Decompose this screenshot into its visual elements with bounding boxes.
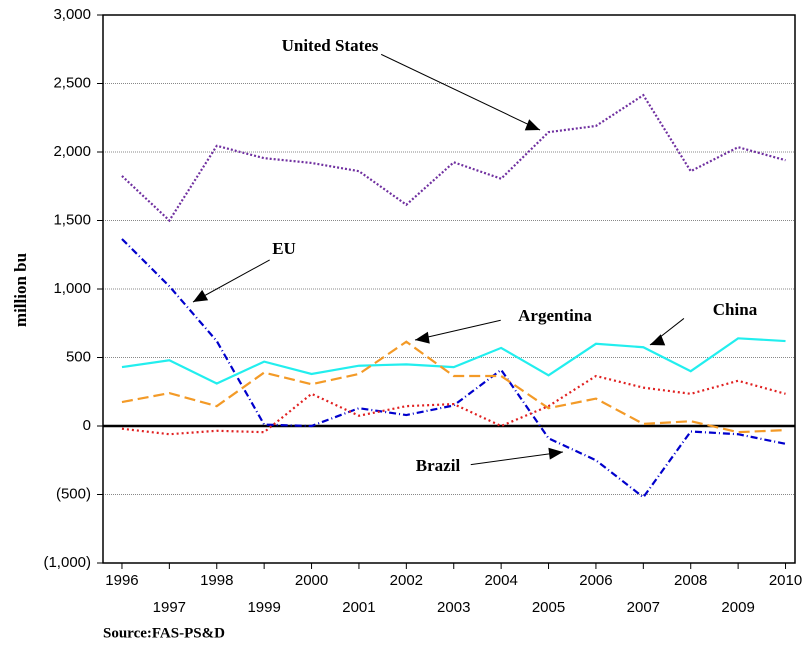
arrow-head <box>650 334 666 346</box>
x-tick-label: 2003 <box>437 599 470 616</box>
arrow-head <box>548 447 563 460</box>
plot-frame <box>102 14 796 564</box>
series-line <box>121 238 786 499</box>
y-tick-label: 1,000 <box>53 280 91 297</box>
x-tick-label: 1999 <box>247 599 280 616</box>
arrow-head <box>524 119 540 131</box>
annotation-arrow <box>192 259 270 303</box>
x-tick-label: 2000 <box>295 572 328 589</box>
series-line <box>121 374 786 436</box>
y-tick-label: 2,500 <box>53 74 91 91</box>
x-tick-label: 1998 <box>200 572 233 589</box>
series-label: Brazil <box>416 456 461 475</box>
annotation-arrow <box>380 53 541 131</box>
x-tick-label: 2001 <box>342 599 375 616</box>
x-tick-label: 2002 <box>390 572 423 589</box>
x-tick-label: 2008 <box>674 572 707 589</box>
annotation-arrow <box>414 319 501 341</box>
series-line <box>121 340 786 434</box>
x-tick-label: 2004 <box>484 572 517 589</box>
x-tick-label: 1996 <box>105 572 138 589</box>
x-tick-label: 2005 <box>532 599 565 616</box>
series-line <box>121 337 786 385</box>
series-label: EU <box>272 239 296 258</box>
x-tick-label: 2007 <box>627 599 660 616</box>
series-label: China <box>713 300 758 319</box>
y-axis-label: million bu <box>11 253 30 327</box>
series-label: United States <box>282 36 379 55</box>
y-tick-label: (500) <box>56 485 91 502</box>
x-tick-label: 2006 <box>579 572 612 589</box>
y-tick-label: 0 <box>83 417 91 434</box>
x-tick-label: 2010 <box>769 572 802 589</box>
arrow-head <box>193 289 209 302</box>
y-tick-label: 3,000 <box>53 6 91 23</box>
series-line <box>121 93 786 223</box>
series-label: Argentina <box>518 306 592 325</box>
y-tick-label: 2,000 <box>53 143 91 160</box>
y-tick-label: 500 <box>66 348 91 365</box>
x-tick-label: 2009 <box>721 599 754 616</box>
annotation-arrow <box>470 451 564 466</box>
y-tick-label: 1,500 <box>53 211 91 228</box>
source: Source:FAS-PS&D <box>103 625 225 641</box>
y-tick-label: (1,000) <box>43 554 91 571</box>
arrow-head <box>415 331 430 344</box>
x-tick-label: 1997 <box>153 599 186 616</box>
